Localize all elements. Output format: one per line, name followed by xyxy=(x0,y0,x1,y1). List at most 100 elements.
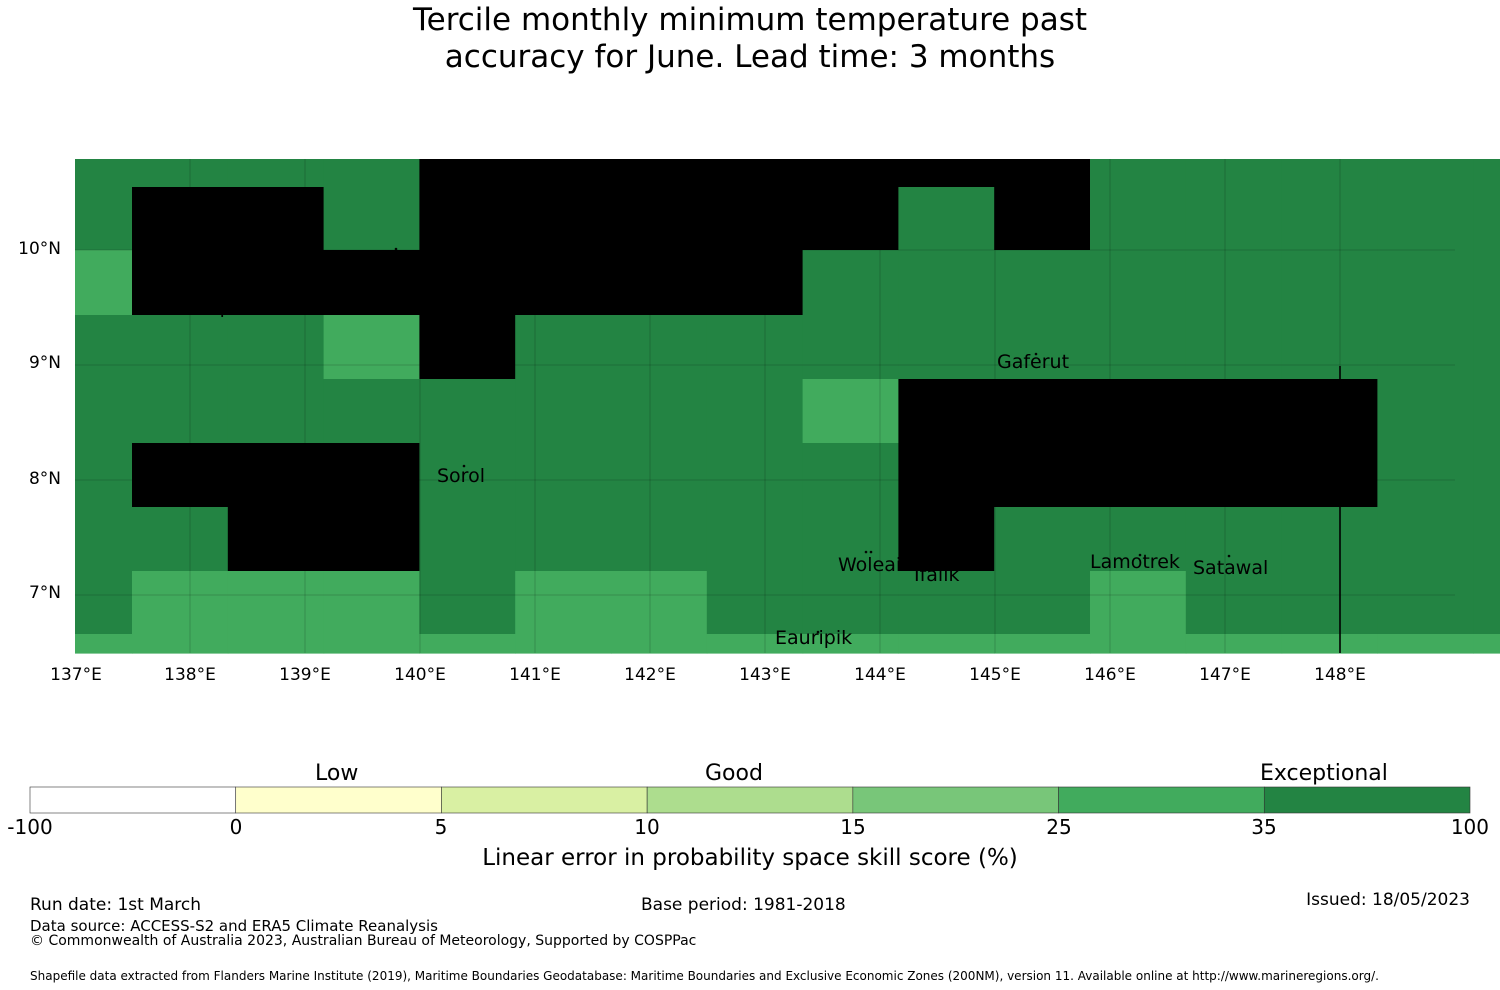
data-source: Data source: ACCESS-S2 and ERA5 Climate … xyxy=(30,917,438,935)
ulithi-island-dot xyxy=(394,247,398,251)
grid-cell xyxy=(323,379,420,444)
grid-cell xyxy=(227,634,325,654)
grid-cell xyxy=(132,159,229,188)
grid-cell xyxy=(515,159,612,188)
grid-cell xyxy=(1185,507,1283,572)
grid-cell xyxy=(323,250,420,316)
grid-cell xyxy=(1473,571,1500,635)
grid-cell xyxy=(994,507,1091,572)
fais-island-dot xyxy=(465,274,469,278)
woleai-island-dot xyxy=(864,550,868,554)
grid-cell xyxy=(1185,571,1283,635)
legend-category-good: Good xyxy=(705,761,763,786)
satawal-island-dot xyxy=(1227,554,1231,558)
grid-cell xyxy=(1377,250,1474,316)
grid-cell xyxy=(1185,315,1283,380)
grid-cell xyxy=(75,379,133,444)
grid-cell xyxy=(1377,315,1474,380)
gaferut-island-dot xyxy=(1034,352,1038,356)
grid-cell xyxy=(611,250,708,316)
lon-label-145e: 145°E xyxy=(969,665,1021,685)
legend-tick-25: 25 xyxy=(1046,815,1072,839)
grid-cell xyxy=(1377,159,1474,188)
skill-grid xyxy=(75,159,1500,654)
legend-tick--100: -100 xyxy=(7,815,53,839)
grid-cell xyxy=(1473,159,1500,188)
grid-cell xyxy=(1090,250,1187,316)
grid-cell xyxy=(1090,443,1187,508)
lat-label-9n: 9°N xyxy=(28,353,61,373)
grid-cell xyxy=(994,187,1091,251)
grid-cell xyxy=(1281,634,1378,654)
grid-cell xyxy=(323,634,420,654)
place-label-fais: Fais xyxy=(450,273,487,295)
place-label-faraulep: Faraulep xyxy=(910,420,992,442)
grid-cell xyxy=(1473,379,1500,444)
grid-cell xyxy=(1185,159,1283,188)
grid-cell xyxy=(706,379,804,444)
place-label-lamotrek: Lamotrek xyxy=(1090,551,1180,573)
grid-cell xyxy=(1377,571,1474,635)
grid-cell xyxy=(898,507,995,572)
faraulep-island-dot xyxy=(954,422,958,426)
grid-cell xyxy=(419,379,516,444)
grid-cell xyxy=(323,507,420,572)
place-label-ulithi: Ulithi xyxy=(349,253,399,275)
legend-tick-10: 10 xyxy=(634,815,660,839)
grid-cell xyxy=(1281,443,1378,508)
grid-cell xyxy=(611,443,708,508)
legend-tick-0: 0 xyxy=(229,815,243,839)
issued-date: Issued: 18/05/2023 xyxy=(1306,890,1470,910)
grid-cell xyxy=(898,443,995,508)
grid-cell xyxy=(75,187,133,251)
grid-cell xyxy=(515,187,612,251)
grid-cell xyxy=(75,250,133,316)
grid-cell xyxy=(802,315,899,380)
grid-cell xyxy=(1090,379,1187,444)
grid-cell xyxy=(515,443,612,508)
grid-cell xyxy=(1281,315,1378,380)
grid-cell xyxy=(898,315,995,380)
place-label-sorol: Sorol xyxy=(437,465,485,487)
lon-label-144e: 144°E xyxy=(854,665,906,685)
lon-label-146e: 146°E xyxy=(1084,665,1136,685)
grid-cell xyxy=(419,250,516,316)
place-label-gaferut: Gaferut xyxy=(997,351,1070,373)
grid-cell xyxy=(611,159,708,188)
grid-cell xyxy=(515,571,612,635)
grid-cell xyxy=(1473,507,1500,572)
grid-cell xyxy=(132,571,229,635)
legend-category-exceptional: Exceptional xyxy=(1260,761,1388,786)
grid-cell xyxy=(419,634,516,654)
grid-cell xyxy=(227,379,325,444)
grid-cell xyxy=(132,634,229,654)
lon-label-137e: 137°E xyxy=(50,665,102,685)
yap-island-shape-2 xyxy=(200,305,211,311)
grid-cell xyxy=(323,571,420,635)
place-label-satawal: Satawal xyxy=(1193,557,1269,579)
grid-cell xyxy=(802,507,899,572)
grid-cell xyxy=(75,571,133,635)
lat-label-7n: 7°N xyxy=(28,583,61,603)
grid-cell xyxy=(323,159,420,188)
grid-cell xyxy=(706,159,804,188)
grid-cell xyxy=(802,571,899,635)
grid-cell xyxy=(994,571,1091,635)
base-period: Base period: 1981-2018 xyxy=(641,895,846,915)
grid-cell xyxy=(419,507,516,572)
lon-label-148e: 148°E xyxy=(1314,665,1366,685)
run-date: Run date: 1st March xyxy=(30,895,202,915)
lon-label-138e: 138°E xyxy=(164,665,216,685)
grid-cell xyxy=(1185,187,1283,251)
grid-cell xyxy=(706,571,804,635)
ifalik-island-dot xyxy=(935,566,939,570)
lon-label-139e: 139°E xyxy=(279,665,331,685)
grid-cell xyxy=(132,187,229,251)
grid-cell xyxy=(515,250,612,316)
grid-cell xyxy=(227,571,325,635)
grid-cell xyxy=(1377,379,1474,444)
grid-cell xyxy=(1185,634,1283,654)
grid-cell xyxy=(1473,443,1500,508)
grid-cell xyxy=(706,187,804,251)
grid-cell xyxy=(1377,443,1474,508)
